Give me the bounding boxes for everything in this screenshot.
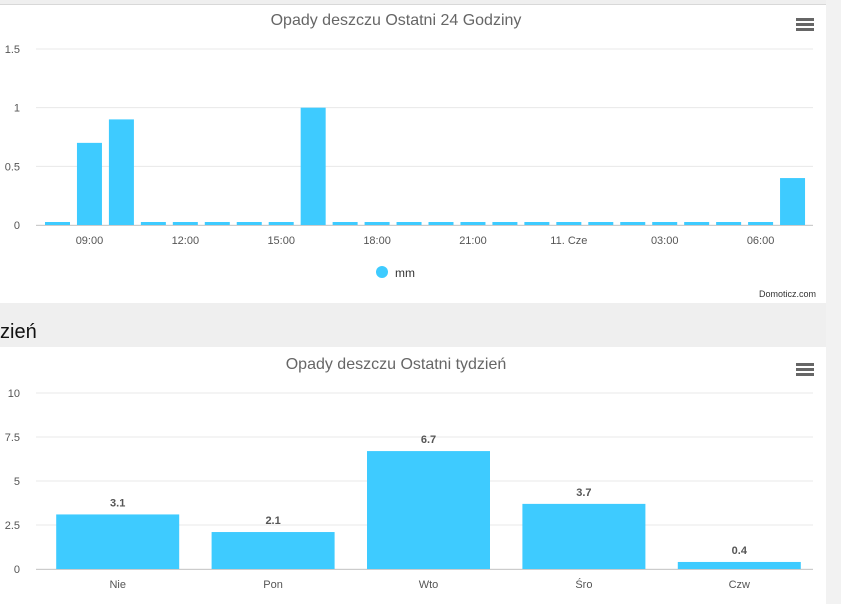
x-tick-label: Czw bbox=[729, 579, 750, 591]
chart-panel-week: Opady deszczu Ostatni tydzień 0 2.5 5 7.5 10 3… bbox=[0, 347, 826, 604]
menu-icon-line-2 bbox=[796, 28, 814, 31]
legend-marker bbox=[376, 266, 388, 278]
legend-label: mm bbox=[395, 266, 415, 280]
bar[interactable] bbox=[236, 222, 262, 225]
x-tick-label: 11. Cze bbox=[550, 235, 587, 247]
bar[interactable] bbox=[716, 222, 742, 225]
y-tick-label: 1 bbox=[14, 103, 20, 115]
bar[interactable] bbox=[460, 222, 486, 225]
x-tick-label: 18:00 bbox=[363, 235, 391, 247]
data-label: 3.1 bbox=[110, 497, 125, 509]
y-tick-label: 5 bbox=[14, 476, 20, 488]
x-tick-label: 21:00 bbox=[459, 235, 487, 247]
x-tick-label: 15:00 bbox=[267, 235, 295, 247]
y-tick-label: 1.5 bbox=[5, 44, 20, 56]
data-label: 0.4 bbox=[732, 545, 748, 557]
y-tick-label: 0 bbox=[14, 220, 20, 232]
bar[interactable] bbox=[204, 222, 230, 225]
menu-icon-line-2 bbox=[796, 373, 814, 376]
bar[interactable] bbox=[780, 178, 806, 225]
bar[interactable] bbox=[268, 222, 294, 225]
chart-title: Opady deszczu Ostatni 24 Godziny bbox=[271, 12, 522, 29]
rain-24h-chart: Opady deszczu Ostatni 24 Godziny 0 0.5 1 1.5… bbox=[5, 12, 818, 299]
bar[interactable] bbox=[56, 514, 180, 569]
x-tick-label: 06:00 bbox=[747, 235, 775, 247]
bar[interactable] bbox=[588, 222, 614, 225]
bar[interactable] bbox=[300, 107, 326, 225]
bar[interactable] bbox=[140, 222, 166, 225]
bar[interactable] bbox=[492, 222, 518, 225]
bar[interactable] bbox=[108, 119, 134, 225]
menu-icon[interactable] bbox=[792, 359, 818, 381]
bar[interactable] bbox=[364, 222, 390, 225]
credit-link[interactable]: Domoticz.com bbox=[759, 289, 816, 299]
bar[interactable] bbox=[45, 222, 70, 225]
x-tick-label: 12:00 bbox=[172, 235, 200, 247]
bar[interactable] bbox=[522, 503, 646, 569]
bar[interactable] bbox=[76, 142, 102, 225]
y-tick-label: 0.5 bbox=[5, 161, 20, 173]
x-tick-label: Śro bbox=[575, 578, 592, 591]
bar[interactable] bbox=[367, 451, 490, 569]
menu-icon-line-1 bbox=[796, 23, 814, 26]
bar[interactable] bbox=[556, 222, 582, 225]
legend-item[interactable]: mm bbox=[376, 266, 415, 280]
chart-panel-24h: Opady deszczu Ostatni 24 Godziny 0 0.5 1 1.5… bbox=[0, 4, 826, 303]
menu-icon-line-0 bbox=[796, 363, 814, 366]
y-tick-label: 0 bbox=[14, 564, 20, 576]
bar[interactable] bbox=[677, 561, 801, 569]
data-label: 6.7 bbox=[421, 434, 436, 446]
menu-icon-line-1 bbox=[796, 368, 814, 371]
scrollbar-track[interactable] bbox=[826, 0, 841, 604]
section-heading: zień bbox=[0, 321, 37, 343]
bar[interactable] bbox=[684, 222, 710, 225]
bar[interactable] bbox=[396, 222, 422, 225]
y-tick-label: 7.5 bbox=[5, 432, 20, 444]
menu-icon-line-0 bbox=[796, 18, 814, 21]
bar[interactable] bbox=[652, 222, 678, 225]
rain-week-chart: Opady deszczu Ostatni tydzień 0 2.5 5 7.5 10 3… bbox=[5, 356, 818, 591]
menu-icon[interactable] bbox=[792, 14, 818, 36]
bar[interactable] bbox=[524, 222, 550, 225]
data-label: 2.1 bbox=[265, 515, 280, 527]
x-tick-label: Wto bbox=[419, 579, 439, 591]
bar[interactable] bbox=[332, 222, 358, 225]
x-tick-label: Nie bbox=[109, 579, 126, 591]
y-tick-label: 2.5 bbox=[5, 520, 20, 532]
bar[interactable] bbox=[211, 532, 335, 569]
bar[interactable] bbox=[748, 222, 774, 225]
y-tick-label: 10 bbox=[8, 388, 20, 400]
x-tick-label: 03:00 bbox=[651, 235, 679, 247]
bar[interactable] bbox=[620, 222, 646, 225]
x-tick-label: Pon bbox=[263, 579, 283, 591]
bar[interactable] bbox=[428, 222, 454, 225]
chart-title: Opady deszczu Ostatni tydzień bbox=[286, 356, 507, 373]
data-label: 3.7 bbox=[576, 487, 591, 499]
x-tick-label: 09:00 bbox=[76, 235, 104, 247]
bar[interactable] bbox=[172, 222, 198, 225]
